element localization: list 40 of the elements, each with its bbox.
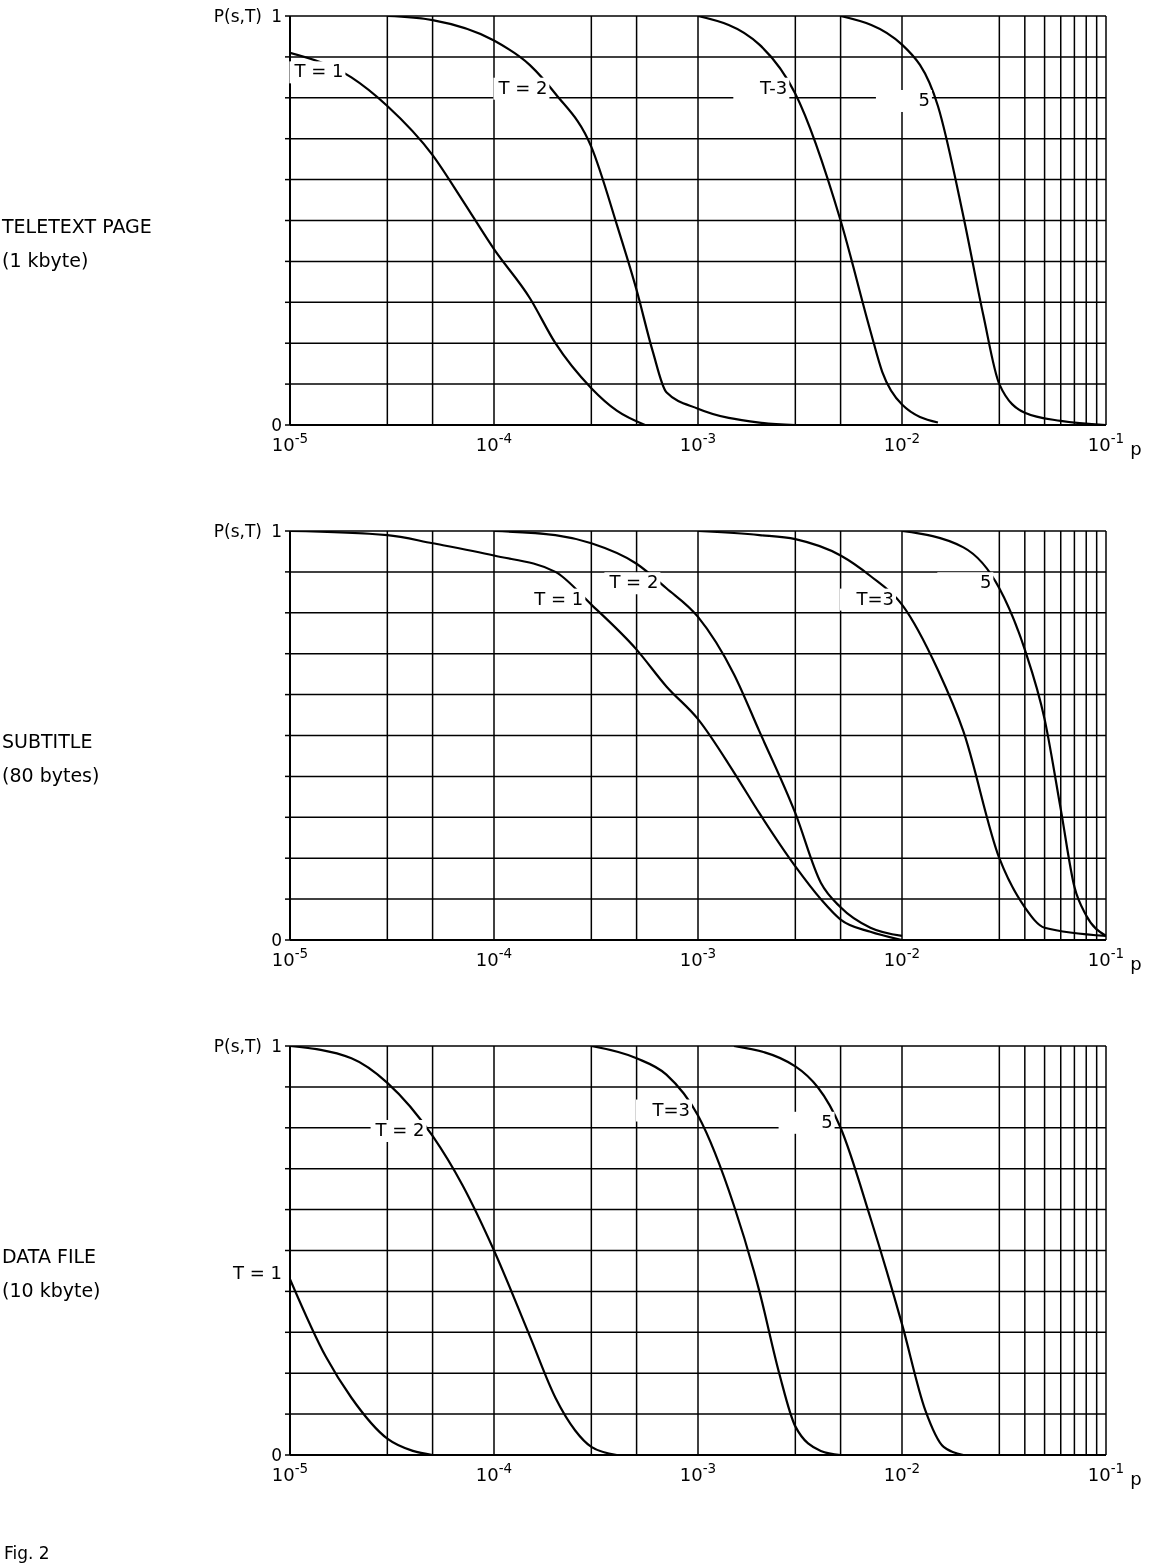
x-tick-label: 10$^{-3}$ <box>679 1460 717 1485</box>
x-axis-title: p <box>1130 953 1142 974</box>
text: TELETEXT PAGE <box>1 214 152 237</box>
caption: Fig. 2 <box>4 1543 50 1563</box>
series-label: T=3 <box>855 587 894 609</box>
series-label: T = 2 <box>497 76 548 98</box>
text: (1 kbyte) <box>2 248 89 271</box>
x-tick-label: 10$^{-2}$ <box>883 430 921 455</box>
x-tick-label: 10$^{-2}$ <box>883 1460 921 1485</box>
x-axis-title: p <box>1130 438 1142 459</box>
x-tick-label: 10$^{-1}$ <box>1087 1460 1125 1485</box>
x-tick-label: 10$^{-1}$ <box>1087 945 1125 970</box>
series-label: 5 <box>821 1110 833 1132</box>
text: (80 bytes) <box>2 763 100 786</box>
y-tick-label: 1 <box>271 1036 282 1056</box>
x-tick-label: 10$^{-1}$ <box>1087 430 1125 455</box>
series-label: T = 1 <box>533 587 584 609</box>
text: (10 kbyte) <box>2 1278 101 1301</box>
series-label: T = 1 <box>232 1262 282 1284</box>
series-label: T = 2 <box>608 571 659 593</box>
text: DATA FILE <box>2 1244 97 1267</box>
x-tick-label: 10$^{-4}$ <box>475 430 513 455</box>
series-label: T = 1 <box>293 60 344 82</box>
x-tick-label: 10$^{-4}$ <box>475 945 513 970</box>
x-axis-title: p <box>1130 1468 1142 1489</box>
y-tick-label: 1 <box>271 521 282 541</box>
y-axis-title: P(s,T) <box>213 1036 262 1056</box>
x-tick-label: 10$^{-3}$ <box>679 430 717 455</box>
y-axis-title: P(s,T) <box>213 521 262 541</box>
series-label: T-3 <box>759 76 788 98</box>
y-axis-title: P(s,T) <box>213 6 262 26</box>
series-label: 5 <box>918 88 930 110</box>
x-tick-label: 10$^{-3}$ <box>679 945 717 970</box>
series-label: 5 <box>979 571 992 593</box>
x-tick-label: 10$^{-2}$ <box>883 945 921 970</box>
x-tick-label: 10$^{-4}$ <box>475 1460 513 1485</box>
series-label: T=3 <box>651 1098 690 1120</box>
series-label: T = 2 <box>374 1118 425 1140</box>
y-tick-label: 1 <box>271 6 282 26</box>
text: SUBTITLE <box>2 729 93 752</box>
